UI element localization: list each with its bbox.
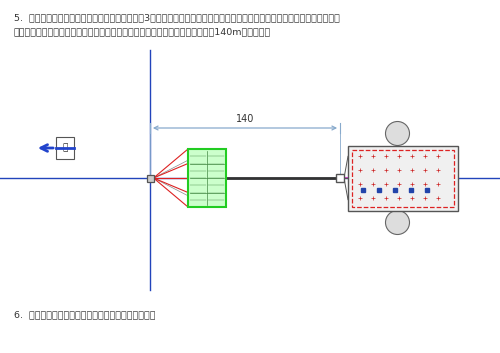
Circle shape: [386, 121, 409, 145]
Text: 5.  将波浪能装置与平滑舷之间的连接缆解开，后3锚用绳索绑在平滑舷立柱上。然后，平滑舷下潜，使平滑舷上后沉块、后浮: 5. 将波浪能装置与平滑舷之间的连接缆解开，后3锚用绳索绑在平滑舷立柱上。然后，…: [14, 13, 340, 22]
Text: 筒浮起；平滑舷后缩，并上浮出水面。调整后沉箱位置，使之与前沉块的距离为140m，见下图。: 筒浮起；平滑舷后缩，并上浮出水面。调整后沉箱位置，使之与前沉块的距离为140m，…: [14, 27, 271, 36]
Bar: [348, 145, 458, 210]
Bar: [56, 137, 74, 159]
Bar: [352, 150, 454, 207]
Bar: [336, 174, 344, 182]
Text: 6.  将后沉块的进水阀打开，使之与后浮子一同下沉。: 6. 将后沉块的进水阀打开，使之与后浮子一同下沉。: [14, 310, 156, 319]
Bar: [188, 149, 226, 207]
Text: 140: 140: [236, 114, 254, 124]
Circle shape: [386, 210, 409, 234]
Text: 南: 南: [62, 144, 68, 152]
Bar: [146, 174, 154, 181]
